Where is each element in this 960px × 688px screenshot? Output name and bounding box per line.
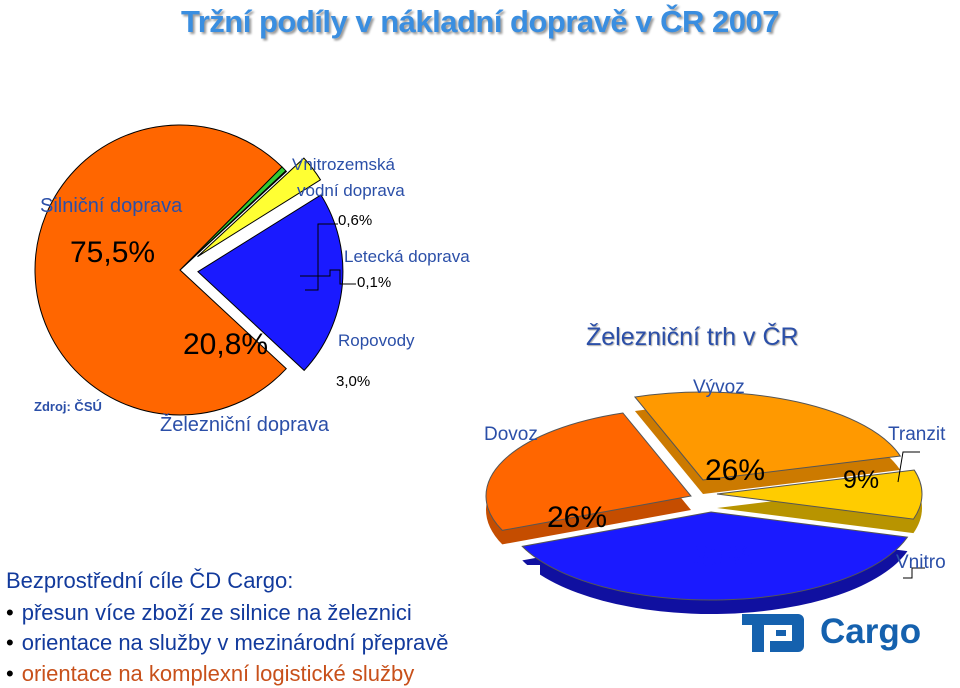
transit-pct-label: 9% [843,466,879,494]
air-name-label: Letecká doprava [344,247,470,266]
pie-slice-zeleznicni-doprava [197,194,344,372]
goal-item: orientace na komplexní logistické služby [6,661,415,687]
import-pct-label: 26% [547,501,607,534]
inland-name-label-1: Vnitrozemská [292,155,396,174]
pie-slice-vyvoz [633,391,902,481]
goals-heading: Bezprostřední cíle ČD Cargo: [6,568,294,593]
transit-leader-line [897,451,920,483]
pie-slice-silnicni-doprava [34,124,287,416]
domestic-leader-line [903,567,925,579]
pie-slice-tranzit [716,469,923,520]
domestic-name-label: Vnitro [896,552,946,573]
cd-cargo-logo: Cargo [740,610,936,656]
modal-split-pie [34,124,344,416]
pie-slice-dovoz [485,412,692,531]
road-pct-label: 75,5% [70,236,155,269]
goal-item: orientace na služby v mezinárodní přepra… [6,630,449,656]
pie-slice-ropovody [197,157,322,258]
pie-slice-vnitro [521,511,909,601]
air-leader-line [300,269,356,285]
inland-pct-label: 0,6% [338,212,372,229]
domestic-pct-label: 39% [693,540,753,573]
pie-slice-letecka-doprava [179,170,288,271]
inland-leader-line [305,223,338,291]
inland-name-label-2: vodní doprava [297,181,405,200]
road-name-label: Silniční doprava [40,195,183,217]
export-name-label: Vývoz [693,377,745,398]
pipeline-pct-label: 3,0% [336,373,370,390]
goal-item: přesun více zboží ze silnice na železnic… [6,600,412,626]
page-title: Tržní podíly v nákladní dopravě v ČR 200… [181,4,779,39]
leader-lines [300,223,356,291]
rail-market-title: Železniční trh v ČR [586,322,799,351]
logo-text: Cargo [820,612,922,651]
pipeline-name-label: Ropovody [338,331,415,350]
transit-name-label: Tranzit [888,424,946,445]
air-pct-label: 0,1% [357,274,391,291]
rail-name-label: Železniční doprava [160,413,330,436]
cd-logo-icon [742,614,804,652]
leader-lines-right [897,451,925,579]
goals-box: Bezprostřední cíle ČD Cargo: přesun více… [0,565,540,688]
rail-pct-label: 20,8% [183,328,268,361]
import-name-label: Dovoz [484,424,538,445]
source-label: Zdroj: ČSÚ [34,399,102,414]
export-pct-label: 26% [705,454,765,487]
rail-market-pie [485,391,923,614]
